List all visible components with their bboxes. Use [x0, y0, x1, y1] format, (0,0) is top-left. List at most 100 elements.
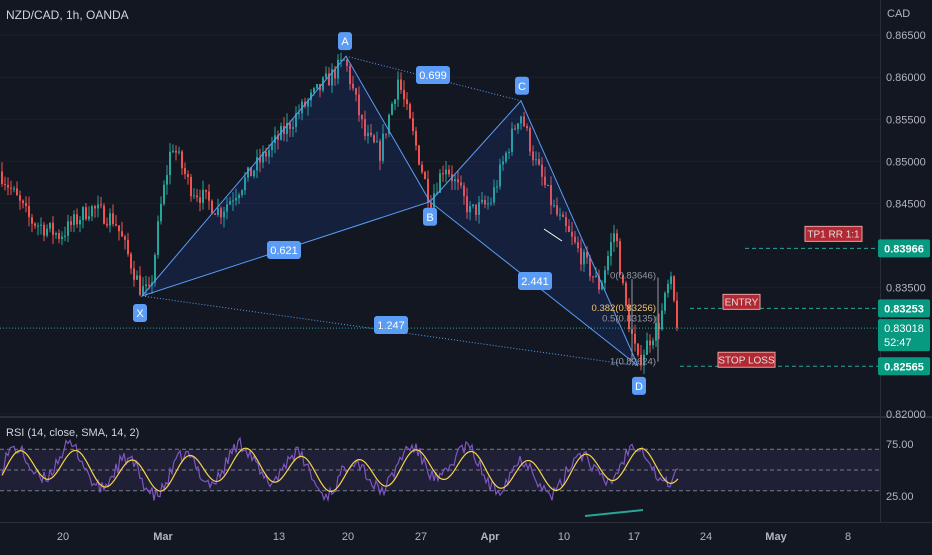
- candle-body: [79, 220, 81, 225]
- candles: [1, 52, 678, 374]
- candle-body: [358, 94, 360, 116]
- candle-body: [529, 128, 531, 152]
- candle-body: [463, 185, 465, 197]
- candle-body: [427, 178, 429, 203]
- candle-body: [112, 213, 114, 225]
- candle-body: [328, 73, 330, 86]
- bcd-triangle: [429, 99, 639, 367]
- rsi-tick-label: 75.00: [886, 439, 914, 451]
- candle-body: [139, 275, 141, 295]
- candle-body: [616, 233, 618, 242]
- level-name-text: TP1 RR 1:1: [807, 229, 860, 240]
- candle-body: [25, 203, 27, 206]
- current-price-badge: [878, 319, 930, 352]
- ratio-label-bg: [267, 241, 301, 259]
- candle-body: [649, 340, 651, 346]
- candle-body: [52, 222, 54, 235]
- trend-annotation-line: [543, 228, 563, 242]
- candle-body: [373, 135, 375, 143]
- candle-body: [496, 186, 498, 188]
- candle-body: [160, 203, 162, 222]
- candle-body: [454, 179, 456, 182]
- candle-body: [565, 216, 567, 227]
- x-tick-label: Apr: [481, 531, 501, 543]
- level-name-bg: [804, 225, 863, 242]
- candle-body: [163, 184, 165, 204]
- candle-body: [76, 214, 78, 225]
- candle-body: [244, 177, 246, 191]
- candle-body: [499, 164, 501, 187]
- candle-body: [598, 275, 600, 290]
- y-tick-label: 0.85500: [886, 114, 926, 126]
- candle-body: [661, 310, 663, 330]
- candle-body: [262, 152, 264, 163]
- candle-body: [181, 151, 183, 169]
- x-tick-label: 10: [558, 531, 570, 543]
- level-name-text: STOP LOSS: [718, 355, 775, 366]
- pane-divider: [0, 416, 932, 418]
- ratio-label-text: 0.621: [270, 245, 298, 257]
- candle-body: [556, 205, 558, 215]
- level-name-bg: [717, 351, 776, 368]
- candle-body: [289, 122, 291, 129]
- candle-body: [481, 200, 483, 203]
- candle-body: [211, 200, 213, 214]
- level-name-text: ENTRY: [725, 297, 759, 308]
- candle-body: [292, 127, 294, 129]
- symbol-title: NZD/CAD, 1h, OANDA: [6, 8, 129, 22]
- x-tick-label: 24: [700, 531, 712, 543]
- candle-body: [415, 130, 417, 146]
- candle-body: [580, 248, 582, 265]
- candle-body: [145, 284, 147, 287]
- candle-body: [238, 194, 240, 199]
- rsi-band: [0, 449, 880, 491]
- candle-body: [583, 251, 585, 265]
- candle-body: [28, 205, 30, 218]
- candle-body: [337, 59, 339, 79]
- x-tick-label: 20: [57, 531, 69, 543]
- candle-body: [589, 257, 591, 277]
- candle-body: [403, 89, 405, 100]
- candle-body: [256, 157, 258, 171]
- candle-body: [514, 128, 516, 130]
- x-tick-label: 13: [273, 531, 285, 543]
- candle-body: [205, 189, 207, 192]
- candle-body: [148, 284, 150, 286]
- candle-body: [670, 276, 672, 284]
- candle-body: [388, 114, 390, 134]
- current-price-text: 0.83018: [884, 323, 924, 335]
- candle-body: [352, 83, 354, 89]
- point-d-label: D: [632, 376, 646, 395]
- candle-body: [169, 151, 171, 176]
- candle-body: [400, 79, 402, 90]
- candle-body: [232, 200, 234, 202]
- candle-body: [355, 88, 357, 95]
- candle-body: [283, 126, 285, 134]
- candle-body: [397, 79, 399, 100]
- fib-level-label: 0.382(0.83256): [592, 303, 656, 314]
- candle-body: [601, 283, 603, 290]
- candle-body: [490, 202, 492, 204]
- level-price-text: 0.83966: [884, 243, 924, 255]
- point-c-label-bg: [515, 76, 529, 95]
- candle-body: [196, 195, 198, 198]
- candle-body: [508, 151, 510, 153]
- candle-body: [646, 340, 648, 355]
- x-tick-label: 20: [342, 531, 354, 543]
- candle-body: [571, 231, 573, 237]
- candle-body: [439, 173, 441, 193]
- candle-body: [619, 241, 621, 275]
- candle-body: [265, 152, 267, 157]
- candle-body: [124, 236, 126, 240]
- time-axis-border: [0, 522, 932, 523]
- candle-body: [166, 175, 168, 185]
- currency-label: CAD: [887, 8, 911, 20]
- candle-body: [235, 198, 237, 201]
- candle-body: [484, 200, 486, 205]
- candle-body: [382, 133, 384, 161]
- candle-body: [475, 204, 477, 215]
- candle-body: [544, 176, 546, 186]
- candle-body: [4, 183, 6, 185]
